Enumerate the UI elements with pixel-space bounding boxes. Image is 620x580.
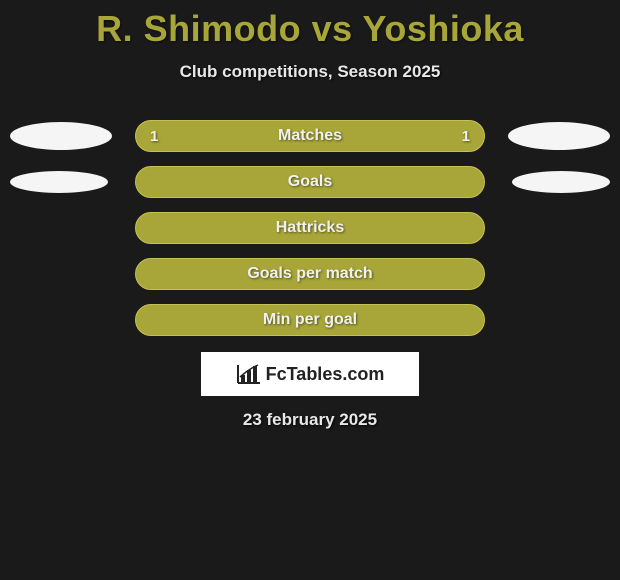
stat-bar: 1 Matches 1 <box>135 120 485 152</box>
chart-icon <box>236 363 262 385</box>
stat-value-left: 1 <box>150 128 158 145</box>
stat-row: Min per goal <box>0 304 620 336</box>
comparison-subtitle: Club competitions, Season 2025 <box>0 62 620 82</box>
player-left-marker <box>10 122 112 150</box>
stats-rows: 1 Matches 1 Goals Hattricks Goals per match Mi… <box>0 120 620 336</box>
stat-label: Matches <box>278 127 342 145</box>
stat-row: Goals per match <box>0 258 620 290</box>
stat-value-right: 1 <box>462 128 470 145</box>
stat-bar: Goals per match <box>135 258 485 290</box>
player-right-marker <box>512 171 610 193</box>
stat-bar: Hattricks <box>135 212 485 244</box>
comparison-title: R. Shimodo vs Yoshioka <box>0 0 620 50</box>
stat-label: Goals <box>288 173 332 191</box>
player-left-marker <box>10 171 108 193</box>
source-logo-box: FcTables.com <box>201 352 419 396</box>
stat-label: Goals per match <box>247 265 372 283</box>
source-logo-text: FcTables.com <box>266 364 385 385</box>
stat-row: Goals <box>0 166 620 198</box>
comparison-date: 23 february 2025 <box>0 410 620 430</box>
stat-row: 1 Matches 1 <box>0 120 620 152</box>
stat-label: Min per goal <box>263 311 357 329</box>
stat-label: Hattricks <box>276 219 344 237</box>
stat-bar: Min per goal <box>135 304 485 336</box>
player-right-marker <box>508 122 610 150</box>
stat-row: Hattricks <box>0 212 620 244</box>
stat-bar: Goals <box>135 166 485 198</box>
